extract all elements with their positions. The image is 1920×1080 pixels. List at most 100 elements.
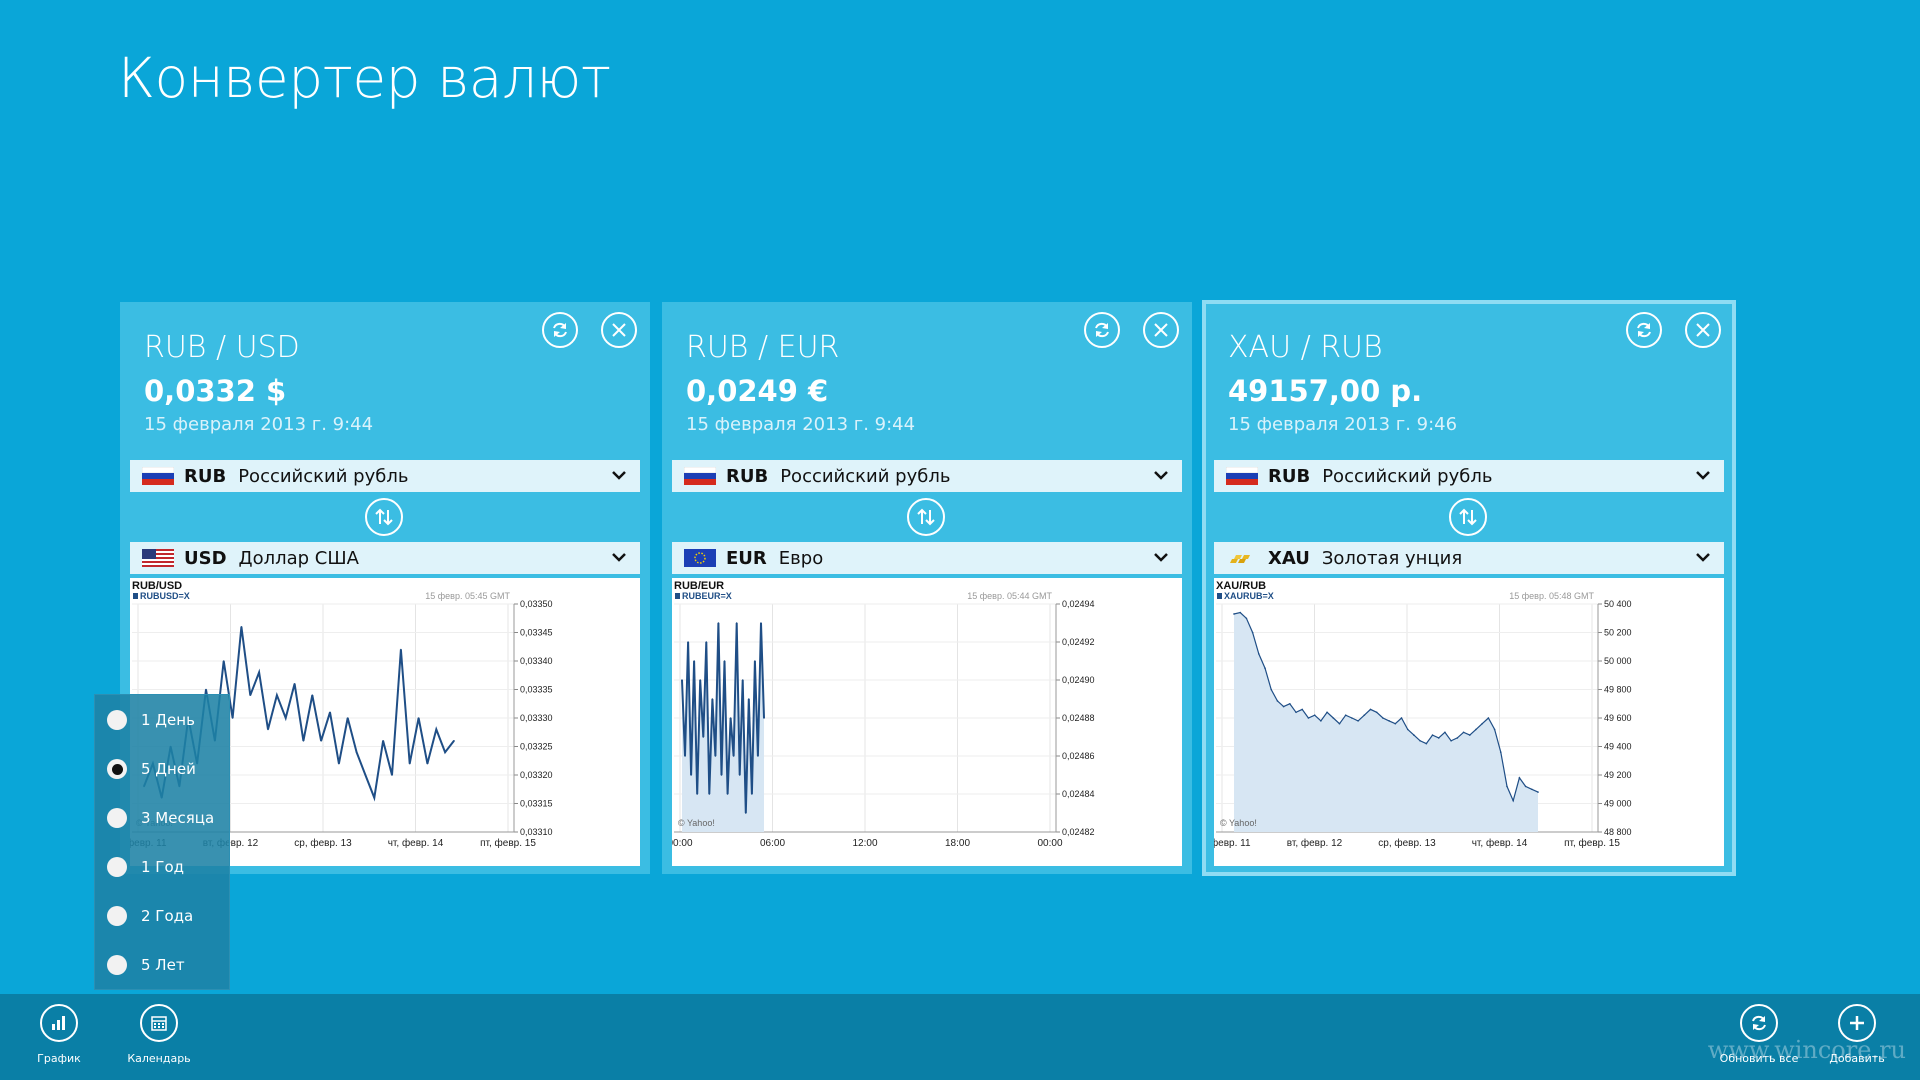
to-currency-code: XAU: [1268, 547, 1310, 569]
data-point: [417, 717, 420, 719]
data-point: [1506, 785, 1508, 788]
period-option[interactable]: 2 Года: [107, 901, 193, 931]
close-button[interactable]: [1685, 312, 1721, 348]
chevron-down-icon: [1696, 471, 1710, 480]
data-point: [699, 679, 702, 681]
radio-button[interactable]: [107, 906, 127, 926]
y-tick-label: 0,03320: [520, 770, 553, 780]
period-label: 5 Лет: [141, 956, 185, 974]
chart-source: © Yahoo!: [1220, 818, 1257, 828]
card-pair-title: XAU / RUB: [1228, 330, 1383, 365]
legend-label: RUBEUR=X: [682, 591, 732, 601]
period-option[interactable]: 5 Дней: [107, 754, 196, 784]
to-currency-select[interactable]: USD Доллар США: [130, 542, 640, 574]
y-tick-label: 0,02486: [1062, 751, 1095, 761]
to-currency-name: Золотая унция: [1321, 547, 1463, 569]
radio-button[interactable]: [107, 710, 127, 730]
swap-arrows-icon: [917, 508, 935, 526]
x-tick-label: 00:00: [1037, 838, 1062, 849]
close-icon: [612, 323, 626, 337]
period-option[interactable]: 3 Месяца: [107, 803, 214, 833]
chart-timestamp: 15 февр. 05:44 GMT: [967, 591, 1052, 601]
period-option[interactable]: 5 Лет: [107, 950, 185, 980]
refresh-icon: [1740, 1004, 1778, 1042]
chart-timestamp: 15 февр. 05:48 GMT: [1509, 591, 1594, 601]
calendar-button-label: Календарь: [127, 1052, 191, 1065]
data-point: [738, 774, 741, 776]
data-point: [729, 717, 732, 719]
ru-flag-icon: [684, 467, 716, 485]
y-tick-label: 49 800: [1604, 685, 1632, 695]
y-tick-label: 49 200: [1604, 770, 1632, 780]
legend-swatch: [133, 593, 138, 599]
ru-flag-icon: [142, 467, 174, 485]
add-button[interactable]: Добавить: [1812, 1004, 1902, 1065]
data-point: [705, 641, 708, 643]
data-point: [1295, 711, 1297, 714]
data-point: [711, 698, 714, 700]
chart-button-label: График: [37, 1052, 81, 1065]
data-point: [1245, 617, 1248, 620]
card-rate: 49157,00 р.: [1228, 374, 1423, 408]
chart-title: XAU/RUB: [1216, 580, 1266, 592]
data-point: [1524, 785, 1527, 788]
radio-button[interactable]: [107, 857, 127, 877]
chevron-down-icon: [1154, 471, 1168, 480]
y-tick-label: 48 800: [1604, 827, 1632, 837]
refresh-button[interactable]: [1626, 312, 1662, 348]
from-currency-select[interactable]: RUB Российский рубль: [672, 460, 1182, 492]
data-point: [714, 755, 717, 757]
to-currency-select[interactable]: EUR Евро: [672, 542, 1182, 574]
close-button[interactable]: [601, 312, 637, 348]
radio-button[interactable]: [107, 759, 127, 779]
swap-currencies-button[interactable]: [365, 498, 403, 536]
period-label: 3 Месяца: [141, 809, 215, 827]
refresh-button[interactable]: [542, 312, 578, 348]
from-currency-select[interactable]: RUB Российский рубль: [1214, 460, 1724, 492]
data-point: [693, 660, 695, 662]
data-point: [373, 797, 376, 799]
period-option[interactable]: 1 Год: [107, 852, 184, 882]
x-tick-label: пт, февр. 15: [1564, 837, 1620, 849]
period-option[interactable]: 1 День: [107, 705, 195, 735]
x-tick-label: ср, февр. 13: [294, 837, 352, 849]
data-point: [1369, 708, 1372, 711]
swap-currencies-button[interactable]: [907, 498, 945, 536]
data-point: [1338, 722, 1341, 725]
y-tick-label: 0,03340: [520, 656, 553, 666]
data-point: [1307, 717, 1310, 719]
data-point: [723, 660, 726, 662]
radio-button[interactable]: [107, 808, 127, 828]
chart-timestamp: 15 февр. 05:45 GMT: [425, 591, 510, 601]
data-point: [426, 762, 429, 765]
data-point: [249, 694, 252, 696]
to-currency-select[interactable]: XAU Золотая унция: [1214, 542, 1724, 574]
from-currency-select[interactable]: RUB Российский рубль: [130, 460, 640, 492]
data-point: [444, 751, 446, 753]
close-button[interactable]: [1143, 312, 1179, 348]
data-point: [732, 755, 735, 757]
y-tick-label: 0,02488: [1062, 713, 1095, 723]
currency-card[interactable]: XAU / RUB 49157,00 р. 15 февраля 2013 г.…: [1202, 300, 1736, 876]
chart-button[interactable]: График: [14, 1004, 104, 1065]
currency-card[interactable]: RUB / EUR 0,0249 € 15 февраля 2013 г. 9:…: [662, 302, 1192, 874]
refresh-all-button[interactable]: Обновить все: [1714, 1004, 1804, 1065]
data-point: [1456, 737, 1459, 739]
from-currency-name: Российский рубль: [780, 465, 951, 487]
from-currency-code: RUB: [1268, 465, 1311, 487]
data-point: [763, 717, 765, 719]
to-currency-code: EUR: [726, 547, 767, 569]
calendar-button[interactable]: Календарь: [114, 1004, 204, 1065]
radio-button[interactable]: [107, 955, 127, 975]
us-flag-icon: [142, 549, 174, 567]
y-tick-label: 0,03310: [520, 827, 553, 837]
data-point: [1400, 717, 1403, 719]
chart-icon: [40, 1004, 78, 1042]
swap-currencies-button[interactable]: [1449, 498, 1487, 536]
add-icon: [1838, 1004, 1876, 1042]
refresh-button[interactable]: [1084, 312, 1120, 348]
data-point: [400, 648, 402, 651]
y-tick-label: 0,03350: [520, 599, 553, 609]
